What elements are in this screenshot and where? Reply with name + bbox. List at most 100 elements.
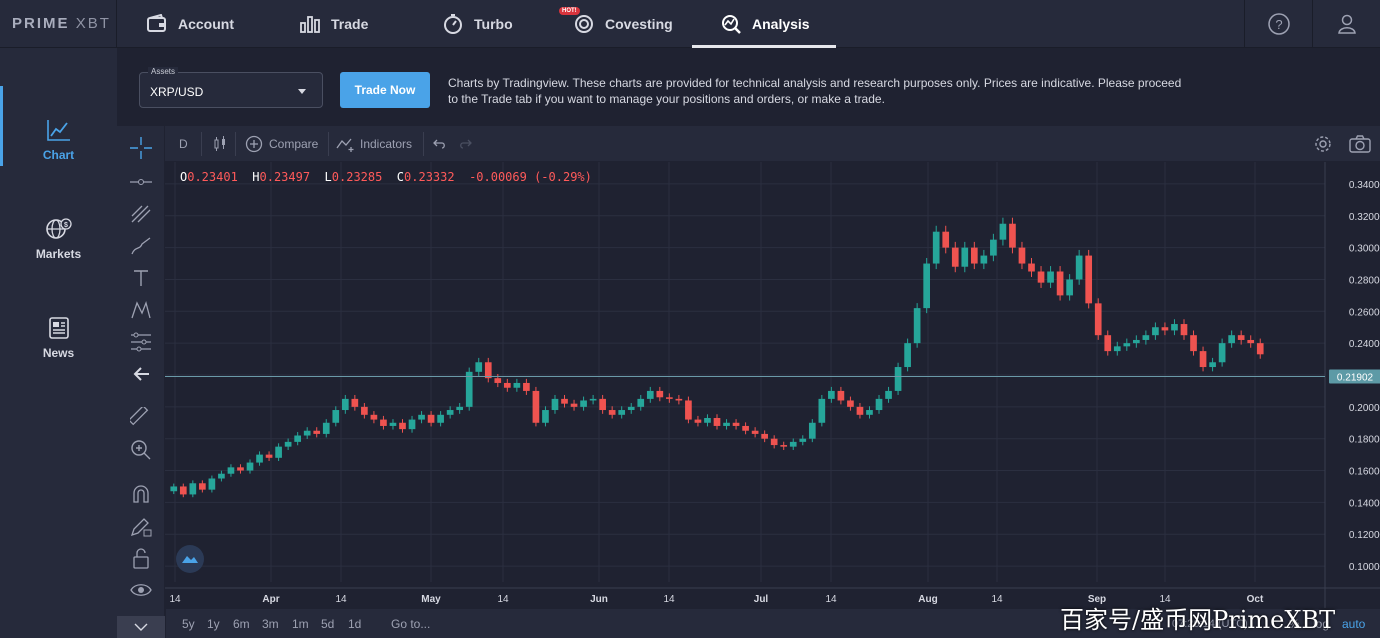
sidebar-item-markets[interactable]: $ Markets [0,199,117,279]
nav-analysis[interactable]: Analysis [720,0,810,48]
nav-turbo[interactable]: Turbo [442,0,513,48]
candle-body [847,400,854,407]
candle-body [370,414,378,420]
candle-body [551,398,559,411]
range-5y[interactable]: 5y [182,617,195,631]
candle-body [656,390,664,398]
nav-trade-label: Trade [331,16,369,32]
assets-select[interactable] [139,72,323,108]
trendline-tool[interactable] [129,170,153,194]
undo-button[interactable] [433,126,447,162]
fib-icon [131,205,151,223]
assets-value: XRP/USD [150,85,204,99]
lock-tool[interactable] [129,546,153,570]
candle-body [1066,279,1073,296]
range-1y[interactable]: 1y [207,617,220,631]
candle-body [1123,343,1131,347]
chevron-down-icon [298,89,306,94]
divider [235,132,236,156]
sidebar-item-label: Chart [42,148,75,162]
candle-body [561,398,568,404]
draw-mode-tool[interactable] [129,514,153,538]
zoom-tool[interactable] [129,438,153,462]
candle-body [1256,343,1264,355]
range-5d[interactable]: 5d [321,617,335,631]
range-6m[interactable]: 6m [233,617,250,631]
nav-covesting[interactable]: Covesting [573,0,673,48]
magnet-tool[interactable] [129,482,153,506]
sidebar-item-label: Markets [35,247,82,261]
sidebar-item-news[interactable]: News [0,298,117,378]
redo-button[interactable] [458,126,472,162]
candle-body [456,406,464,411]
settings-button[interactable] [1313,126,1333,162]
brand-logo[interactable]: PRIME XBT [12,15,111,32]
assets-label: Assets [148,67,179,76]
nav-account[interactable]: Account [146,0,234,48]
help-button[interactable]: ? [1244,0,1312,48]
divider [116,0,117,48]
candle-body [446,410,454,415]
ruler-tool[interactable] [129,406,153,430]
nav-covesting-label: Covesting [605,16,673,32]
sidebar-item-chart[interactable]: Chart [0,100,117,180]
eye-icon [130,584,152,596]
candle-body [875,398,883,411]
candle-body [170,486,178,492]
candle-body [523,382,530,391]
crosshair-tool[interactable] [129,136,153,160]
candle-body [932,231,940,264]
interval-button[interactable]: D [179,137,188,151]
brush-tool[interactable] [129,234,153,258]
visibility-tool[interactable] [129,578,153,602]
nav-trade[interactable]: Trade [299,0,368,48]
chart-type-button[interactable] [213,126,227,162]
candle-body [828,390,835,399]
svg-text:?: ? [1275,17,1282,32]
range-1m[interactable]: 1m [292,617,309,631]
candle-body [408,419,416,430]
auto-scale-toggle[interactable]: auto [1342,617,1366,631]
snapshot-button[interactable] [1349,126,1371,162]
candle-body [361,406,368,415]
user-button[interactable] [1312,0,1380,48]
percent-scale-toggle[interactable]: % [1289,617,1300,631]
candle-body [818,398,826,423]
range-1d[interactable]: 1d [348,617,362,631]
text-tool[interactable] [129,266,153,290]
sidebar: Chart $ Markets News [0,48,117,638]
tradingview-logo[interactable] [176,545,204,573]
crosshair-icon [130,137,152,159]
compare-button[interactable]: Compare [245,126,318,162]
trade-now-button[interactable]: Trade Now [340,72,430,108]
x-tick-label: 14 [663,594,675,605]
fib-tool[interactable] [129,202,153,226]
candle-body [503,382,511,388]
candle-body [589,398,597,401]
expand-tools-button[interactable] [117,616,165,638]
x-tick-label: Jun [590,594,608,605]
range-3m[interactable]: 3m [262,617,279,631]
zoom-in-icon [131,440,151,460]
goto-date-button[interactable]: Go to... [391,617,431,631]
candle-body [913,308,921,344]
back-tool[interactable] [129,362,153,386]
log-scale-toggle[interactable]: log [1313,617,1330,631]
candle-body [923,263,931,309]
x-tick-label: Sep [1088,594,1106,605]
candle-body [1161,327,1169,331]
ohlc-high: 0.23497 [259,170,311,184]
indicators-button[interactable]: Indicators [336,126,412,162]
line-chart-icon [46,120,70,141]
candle-body [1152,327,1159,336]
candle-body [885,390,892,399]
coin-icon [575,15,593,33]
price-label-bg [1329,369,1380,384]
pattern-tool[interactable] [129,298,153,322]
candle-body [437,414,444,423]
measure-lines-tool[interactable] [129,330,153,354]
